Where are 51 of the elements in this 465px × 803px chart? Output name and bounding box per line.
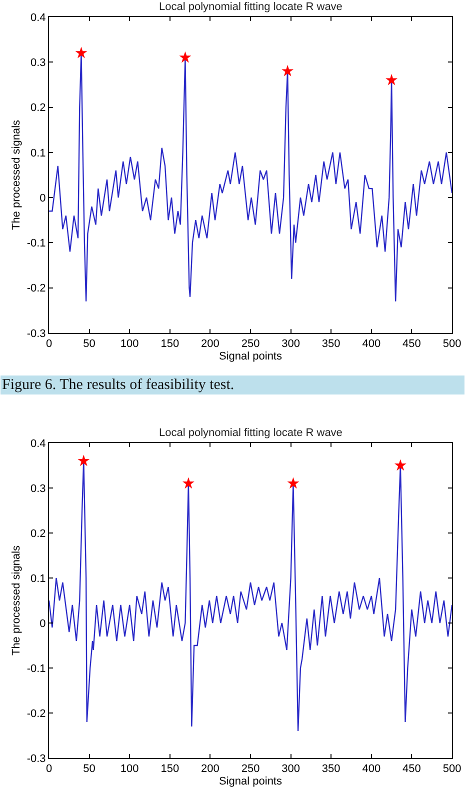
x-tick-label: 50	[83, 763, 96, 776]
y-tick-label: -0.2	[26, 708, 46, 720]
y-tick-label: 0.3	[30, 482, 46, 495]
y-tick-label: 0.2	[30, 528, 46, 540]
x-tick-label: 200	[201, 338, 220, 350]
caption: Figure 6. The results of feasibility test.	[2, 377, 234, 393]
x-tick-label: 300	[282, 338, 300, 350]
point	[179, 51, 192, 63]
x-tick-label: 150	[160, 763, 180, 776]
chart-title: Local polynomial fitting locate R wave	[159, 1, 342, 13]
y-tick-label: 0	[40, 618, 46, 630]
x-tick-label: 350	[322, 338, 340, 350]
x-tick-label: 50	[83, 338, 96, 350]
x-tick-label: 500	[442, 338, 462, 350]
chart-title: Local polynomial fitting locate R wave	[159, 427, 342, 439]
x-tick-label: 450	[402, 338, 421, 350]
point	[78, 454, 90, 466]
x-axis-title: Signal points	[219, 350, 282, 362]
point	[182, 477, 194, 489]
point	[75, 46, 88, 58]
y-tick-label: -0.3	[26, 328, 46, 340]
y-tick-label: 0.3	[30, 56, 46, 69]
x-tick-label: 500	[442, 763, 462, 776]
x-tick-label: 100	[120, 338, 139, 350]
point	[287, 477, 300, 489]
x-axis-title: Signal points	[219, 775, 282, 788]
x-tick-label: 300	[282, 763, 300, 776]
y-axis-title: The processed signals	[10, 119, 22, 230]
y-tick-label: -0.1	[26, 238, 46, 250]
x-tick-label: 150	[160, 338, 180, 350]
y-tick-label: 0.2	[30, 102, 46, 114]
y-tick-label: 0	[40, 192, 46, 204]
y-tick-label: 0.1	[30, 147, 46, 160]
y-tick-label: -0.1	[26, 662, 46, 675]
x-tick-label: 250	[241, 763, 260, 776]
x-tick-label: 400	[362, 763, 381, 776]
y-axis-title: The processed signals	[10, 544, 22, 656]
y-tick-label: 0.4	[30, 438, 46, 450]
y-tick-label: -0.3	[26, 752, 46, 765]
y-tick-label: 0.1	[30, 572, 46, 585]
y-tick-label: -0.2	[26, 282, 46, 295]
x-tick-label: 400	[362, 338, 381, 350]
point	[394, 459, 406, 471]
point	[386, 74, 398, 86]
x-tick-label: 450	[402, 763, 421, 776]
x-tick-label: 250	[241, 338, 260, 350]
point	[282, 64, 294, 76]
x-tick-label: 100	[120, 763, 139, 776]
y-tick-label: 0.4	[30, 12, 46, 24]
x-tick-label: 200	[201, 763, 220, 776]
x-tick-label: 350	[322, 763, 340, 776]
